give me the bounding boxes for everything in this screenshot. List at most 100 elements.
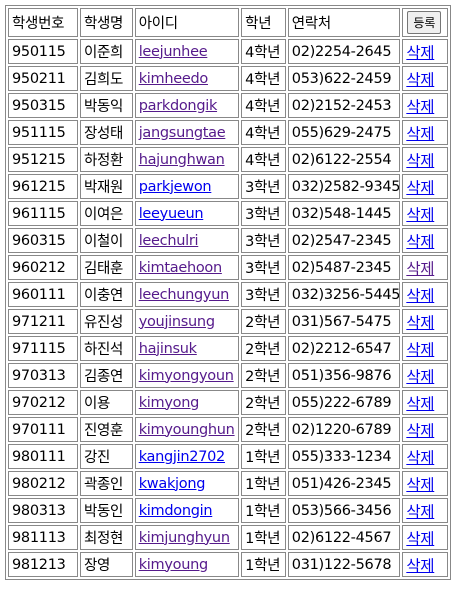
- delete-link[interactable]: 삭제: [406, 232, 435, 251]
- delete-link[interactable]: 삭제: [406, 124, 435, 143]
- delete-link[interactable]: 삭제: [406, 286, 435, 305]
- user-id-link[interactable]: leeyueun: [138, 205, 204, 222]
- user-id-link[interactable]: leechungyun: [138, 286, 230, 303]
- user-id-link[interactable]: leejunhee: [138, 43, 208, 60]
- student-id-cell: 971115: [8, 336, 78, 361]
- table-row: 961115 이여은 leeyueun 3학년 032)548-1445 삭제: [8, 201, 448, 226]
- delete-link[interactable]: 삭제: [406, 502, 435, 521]
- delete-link[interactable]: 삭제: [406, 259, 435, 278]
- delete-link[interactable]: 삭제: [406, 448, 435, 467]
- user-id-link[interactable]: hajinsuk: [138, 340, 197, 357]
- user-id-link[interactable]: jangsungtae: [138, 124, 226, 141]
- grade-cell: 3학년: [241, 282, 286, 307]
- delete-link[interactable]: 삭제: [406, 421, 435, 440]
- student-id-cell: 980313: [8, 498, 78, 523]
- table-row: 970212 이용 kimyong 2학년 055)222-6789 삭제: [8, 390, 448, 415]
- user-id-cell: leechulri: [134, 228, 240, 253]
- delete-link[interactable]: 삭제: [406, 313, 435, 332]
- student-id-cell: 970212: [8, 390, 78, 415]
- table-row: 950211 김희도 kimheedo 4학년 053)622-2459 삭제: [8, 66, 448, 91]
- student-name-cell: 장성태: [79, 120, 133, 145]
- student-name-cell: 박재원: [79, 174, 133, 199]
- delete-link[interactable]: 삭제: [406, 367, 435, 386]
- col-header-user-id: 아이디: [134, 8, 240, 37]
- col-header-grade: 학년: [241, 8, 286, 37]
- table-row: 971211 유진성 youjinsung 2학년 031)567-5475 삭제: [8, 309, 448, 334]
- delete-cell: 삭제: [402, 66, 448, 91]
- student-id-cell: 960111: [8, 282, 78, 307]
- user-id-link[interactable]: kwakjong: [138, 475, 206, 492]
- grade-cell: 1학년: [241, 471, 286, 496]
- user-id-link[interactable]: leechulri: [138, 232, 199, 249]
- user-id-link[interactable]: kimheedo: [138, 70, 209, 87]
- user-id-link[interactable]: kimyoung: [138, 556, 208, 573]
- col-header-student-name: 학생명: [79, 8, 133, 37]
- delete-link[interactable]: 삭제: [406, 529, 435, 548]
- table-row: 951215 하정환 hajunghwan 4학년 02)6122-2554 삭제: [8, 147, 448, 172]
- user-id-cell: hajunghwan: [134, 147, 240, 172]
- register-button[interactable]: 등록: [407, 11, 442, 34]
- user-id-cell: hajinsuk: [134, 336, 240, 361]
- delete-link[interactable]: 삭제: [406, 70, 435, 89]
- delete-link[interactable]: 삭제: [406, 475, 435, 494]
- delete-link[interactable]: 삭제: [406, 205, 435, 224]
- delete-cell: 삭제: [402, 309, 448, 334]
- phone-cell: 032)2582-9345: [287, 174, 401, 199]
- user-id-link[interactable]: youjinsung: [138, 313, 215, 330]
- user-id-link[interactable]: parkjewon: [138, 178, 212, 195]
- student-name-cell: 강진: [79, 444, 133, 469]
- student-id-cell: 980111: [8, 444, 78, 469]
- user-id-link[interactable]: kimyounghun: [138, 421, 235, 438]
- delete-link[interactable]: 삭제: [406, 151, 435, 170]
- delete-link[interactable]: 삭제: [406, 178, 435, 197]
- user-id-link[interactable]: kimtaehoon: [138, 259, 222, 276]
- user-id-link[interactable]: kimyongyoun: [138, 367, 234, 384]
- user-id-cell: kimdongin: [134, 498, 240, 523]
- grade-cell: 4학년: [241, 66, 286, 91]
- phone-cell: 032)3256-5445: [287, 282, 401, 307]
- student-id-cell: 970313: [8, 363, 78, 388]
- grade-cell: 2학년: [241, 390, 286, 415]
- table-row: 980111 강진 kangjin2702 1학년 055)333-1234 삭제: [8, 444, 448, 469]
- phone-cell: 02)6122-2554: [287, 147, 401, 172]
- grade-cell: 4학년: [241, 93, 286, 118]
- student-name-cell: 유진성: [79, 309, 133, 334]
- user-id-cell: parkjewon: [134, 174, 240, 199]
- delete-cell: 삭제: [402, 147, 448, 172]
- student-id-cell: 981213: [8, 552, 78, 577]
- grade-cell: 1학년: [241, 552, 286, 577]
- user-id-link[interactable]: kimdongin: [138, 502, 213, 519]
- delete-link[interactable]: 삭제: [406, 340, 435, 359]
- student-id-cell: 950315: [8, 93, 78, 118]
- phone-cell: 051)426-2345: [287, 471, 401, 496]
- student-name-cell: 박동인: [79, 498, 133, 523]
- user-id-link[interactable]: kimjunghyun: [138, 529, 230, 546]
- user-id-cell: leejunhee: [134, 39, 240, 64]
- table-row: 980313 박동인 kimdongin 1학년 053)566-3456 삭제: [8, 498, 448, 523]
- delete-cell: 삭제: [402, 120, 448, 145]
- phone-cell: 055)629-2475: [287, 120, 401, 145]
- grade-cell: 3학년: [241, 201, 286, 226]
- delete-link[interactable]: 삭제: [406, 97, 435, 116]
- student-name-cell: 이철이: [79, 228, 133, 253]
- delete-link[interactable]: 삭제: [406, 43, 435, 62]
- user-id-link[interactable]: kangjin2702: [138, 448, 226, 465]
- user-id-link[interactable]: parkdongik: [138, 97, 218, 114]
- grade-cell: 3학년: [241, 174, 286, 199]
- user-id-link[interactable]: hajunghwan: [138, 151, 225, 168]
- phone-cell: 053)566-3456: [287, 498, 401, 523]
- student-name-cell: 곽종인: [79, 471, 133, 496]
- user-id-cell: parkdongik: [134, 93, 240, 118]
- student-id-cell: 981113: [8, 525, 78, 550]
- user-id-cell: leechungyun: [134, 282, 240, 307]
- delete-link[interactable]: 삭제: [406, 556, 435, 575]
- student-id-cell: 950211: [8, 66, 78, 91]
- user-id-link[interactable]: kimyong: [138, 394, 200, 411]
- user-id-cell: kimyounghun: [134, 417, 240, 442]
- phone-cell: 055)333-1234: [287, 444, 401, 469]
- phone-cell: 055)222-6789: [287, 390, 401, 415]
- student-id-cell: 971211: [8, 309, 78, 334]
- user-id-cell: kimjunghyun: [134, 525, 240, 550]
- delete-link[interactable]: 삭제: [406, 394, 435, 413]
- user-id-cell: jangsungtae: [134, 120, 240, 145]
